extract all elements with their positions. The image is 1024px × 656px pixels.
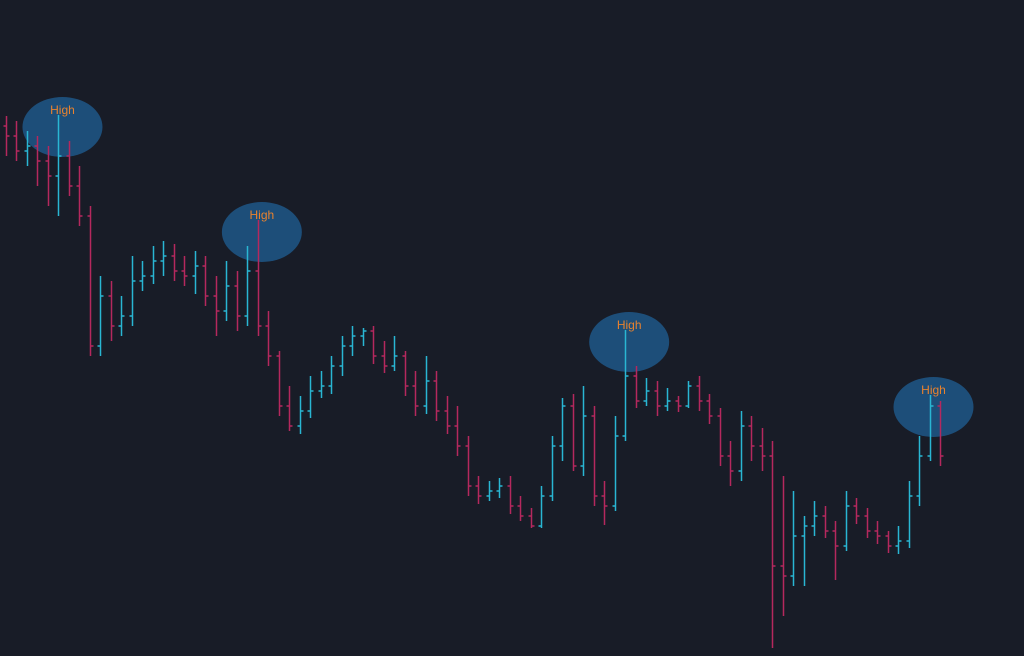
annotation-label: High xyxy=(250,208,275,222)
highlight-circle xyxy=(22,97,103,157)
highlight-circle xyxy=(221,202,302,262)
highlight-circle xyxy=(893,377,974,437)
annotation-label: High xyxy=(617,318,642,332)
annotation-label: High xyxy=(921,383,946,397)
annotation-label: High xyxy=(50,103,75,117)
highlight-circle xyxy=(589,312,670,372)
